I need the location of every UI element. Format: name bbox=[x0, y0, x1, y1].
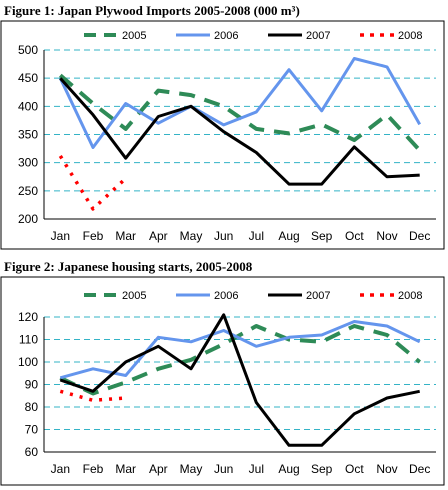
x-tick-label: Jan bbox=[51, 462, 70, 476]
y-tick-label: 120 bbox=[18, 310, 38, 324]
legend-label: 2005 bbox=[122, 30, 146, 42]
y-tick-label: 60 bbox=[25, 445, 39, 459]
series-line-2008 bbox=[58, 154, 127, 211]
x-tick-label: Oct bbox=[345, 462, 364, 476]
x-tick-label: Dec bbox=[409, 462, 430, 476]
y-tick-label: 80 bbox=[25, 400, 39, 414]
x-tick-label: Mar bbox=[115, 462, 136, 476]
x-tick-label: Jul bbox=[249, 462, 264, 476]
x-tick-label: Jun bbox=[214, 229, 233, 243]
x-tick-label: Apr bbox=[149, 462, 168, 476]
legend-label: 2005 bbox=[122, 290, 146, 302]
x-tick-label: May bbox=[180, 462, 203, 476]
y-tick-label: 100 bbox=[18, 355, 38, 369]
series-line-2006 bbox=[59, 320, 421, 380]
legend-label: 2006 bbox=[214, 30, 238, 42]
x-tick-label: Aug bbox=[278, 462, 299, 476]
y-tick-label: 500 bbox=[18, 43, 38, 57]
x-tick-label: Dec bbox=[409, 229, 430, 243]
x-tick-label: Jan bbox=[51, 229, 70, 243]
x-tick-label: Oct bbox=[345, 229, 364, 243]
x-tick-label: Nov bbox=[376, 229, 397, 243]
x-tick-label: May bbox=[180, 229, 203, 243]
figure-2-title: Figure 2: Japanese housing starts, 2005-… bbox=[4, 259, 253, 274]
legend-label: 2008 bbox=[398, 30, 422, 42]
x-tick-label: Feb bbox=[83, 229, 104, 243]
y-tick-label: 250 bbox=[18, 184, 38, 198]
chart-frame bbox=[0, 276, 445, 486]
y-tick-label: 90 bbox=[25, 378, 39, 392]
legend-label: 2007 bbox=[306, 30, 330, 42]
y-tick-label: 200 bbox=[18, 212, 38, 226]
legend-label: 2008 bbox=[398, 290, 422, 302]
legend-label: 2007 bbox=[306, 290, 330, 302]
series-line-2007 bbox=[59, 77, 420, 186]
series-line-2008 bbox=[59, 389, 126, 403]
series-line-2005 bbox=[59, 324, 421, 396]
y-tick-label: 110 bbox=[19, 333, 38, 347]
y-tick-label: 350 bbox=[18, 128, 38, 142]
plywood-imports-chart: 200 250 300 350 400 450 500 Jan Feb Mar Apr May Jun J… bbox=[0, 20, 445, 250]
series-line-2007 bbox=[59, 313, 421, 447]
x-tick-label: Feb bbox=[83, 462, 104, 476]
x-tick-label: Aug bbox=[278, 229, 299, 243]
figure-1-title: Figure 1: Japan Plywood Imports 2005-200… bbox=[4, 3, 300, 18]
x-tick-label: Jun bbox=[214, 462, 233, 476]
series-line-2006 bbox=[58, 57, 422, 149]
x-tick-label: Mar bbox=[115, 229, 136, 243]
y-tick-label: 300 bbox=[18, 156, 38, 170]
housing-starts-chart: 60 70 80 90 100 110 120 Jan Feb Mar Apr May Jun Jul Au… bbox=[0, 276, 445, 486]
x-tick-label: Sep bbox=[311, 462, 333, 476]
x-tick-label: Apr bbox=[149, 229, 168, 243]
x-tick-label: Jul bbox=[249, 229, 264, 243]
x-tick-label: Nov bbox=[376, 462, 397, 476]
x-tick-label: Sep bbox=[311, 229, 333, 243]
legend-label: 2006 bbox=[214, 290, 238, 302]
y-tick-label: 400 bbox=[18, 99, 38, 113]
y-tick-label: 450 bbox=[18, 71, 38, 85]
y-tick-label: 70 bbox=[25, 423, 39, 437]
